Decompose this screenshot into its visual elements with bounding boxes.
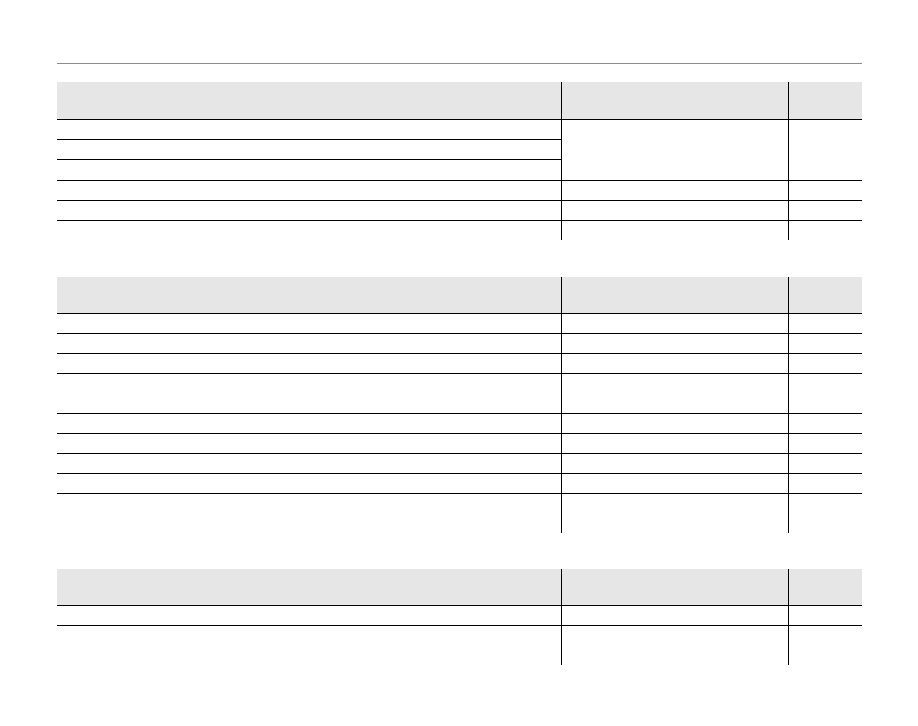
table-row-divider <box>57 220 862 221</box>
table-column-divider <box>788 569 789 665</box>
table-3-header <box>57 569 862 605</box>
table-row-divider <box>57 373 862 374</box>
table-column-divider <box>561 82 562 240</box>
table-row-divider <box>57 433 862 434</box>
table-column-divider <box>561 277 562 533</box>
table-2-header <box>57 277 862 313</box>
table-1-header <box>57 82 862 119</box>
table-column-divider <box>788 277 789 533</box>
table-row-divider <box>57 139 561 140</box>
table-row-divider <box>57 333 862 334</box>
table-row-divider <box>57 353 862 354</box>
table-row-divider <box>57 313 862 314</box>
table-column-divider <box>561 569 562 665</box>
table-row-divider <box>57 605 862 606</box>
table-row-divider <box>57 473 862 474</box>
table-column-divider <box>788 82 789 240</box>
table-row-divider <box>57 625 862 626</box>
table-row-divider <box>57 413 862 414</box>
table-row-divider <box>57 200 862 201</box>
table-row-divider <box>57 159 561 160</box>
table-row-divider <box>57 180 862 181</box>
table-row-divider <box>57 453 862 454</box>
table-row-divider <box>57 493 862 494</box>
top-rule <box>57 63 862 64</box>
table-row-divider <box>57 119 862 120</box>
